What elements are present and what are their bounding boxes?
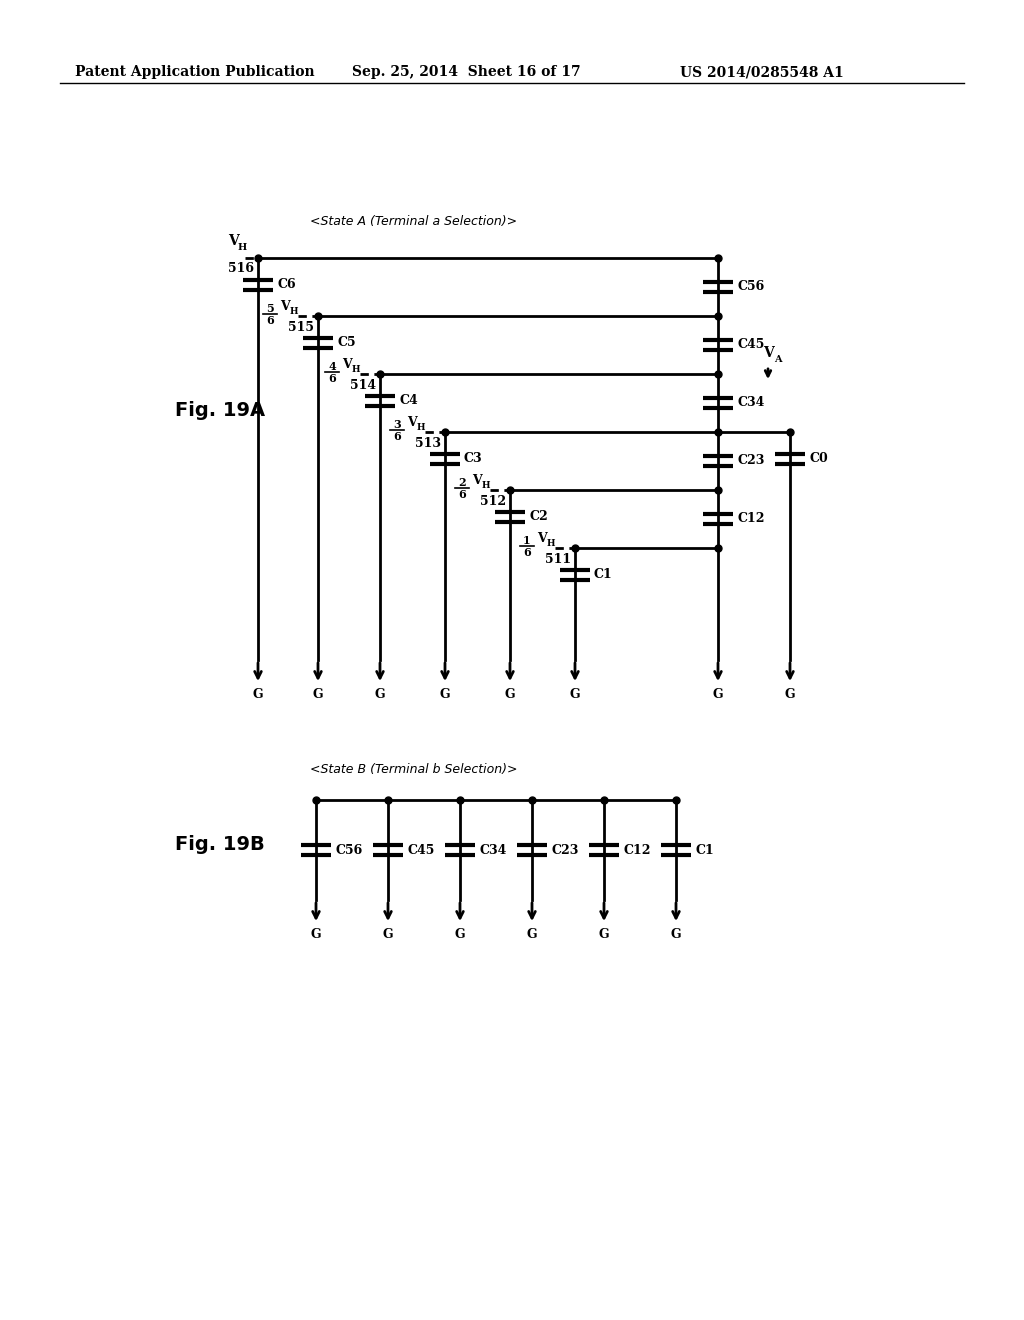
Text: C2: C2 (529, 511, 548, 524)
Text: Sep. 25, 2014  Sheet 16 of 17: Sep. 25, 2014 Sheet 16 of 17 (352, 65, 581, 79)
Text: G: G (713, 688, 723, 701)
Text: 6: 6 (266, 315, 273, 326)
Text: C4: C4 (399, 395, 418, 408)
Text: 511: 511 (545, 553, 571, 566)
Text: 5: 5 (266, 304, 273, 314)
Text: C23: C23 (737, 454, 764, 467)
Text: H: H (417, 422, 426, 432)
Text: C12: C12 (623, 843, 650, 857)
Text: <State B (Terminal b Selection)>: <State B (Terminal b Selection)> (310, 763, 517, 776)
Text: C12: C12 (737, 512, 765, 525)
Text: C1: C1 (594, 569, 612, 582)
Text: C45: C45 (407, 843, 434, 857)
Text: 2: 2 (458, 477, 466, 488)
Text: V: V (537, 532, 547, 545)
Text: 515: 515 (288, 321, 314, 334)
Text: <State A (Terminal a Selection)>: <State A (Terminal a Selection)> (310, 215, 517, 228)
Text: H: H (547, 539, 555, 548)
Text: 6: 6 (523, 546, 530, 558)
Text: C56: C56 (335, 843, 362, 857)
Text: Fig. 19A: Fig. 19A (175, 400, 265, 420)
Text: C23: C23 (551, 843, 579, 857)
Text: G: G (383, 928, 393, 941)
Text: V: V (472, 474, 481, 487)
Text: 6: 6 (393, 432, 400, 442)
Text: 516: 516 (228, 261, 254, 275)
Text: V: V (280, 300, 290, 313)
Text: G: G (375, 688, 385, 701)
Text: C56: C56 (737, 281, 764, 293)
Text: G: G (599, 928, 609, 941)
Text: 3: 3 (393, 418, 400, 430)
Text: Fig. 19B: Fig. 19B (175, 836, 265, 854)
Text: 1: 1 (523, 535, 530, 546)
Text: G: G (671, 928, 681, 941)
Text: G: G (505, 688, 515, 701)
Text: G: G (439, 688, 451, 701)
Text: G: G (784, 688, 796, 701)
Text: V: V (763, 346, 774, 360)
Text: V: V (407, 416, 417, 429)
Text: 6: 6 (458, 488, 466, 500)
Text: H: H (238, 243, 247, 252)
Text: G: G (310, 928, 322, 941)
Text: 4: 4 (328, 360, 336, 372)
Text: C34: C34 (737, 396, 764, 409)
Text: V: V (342, 358, 352, 371)
Text: H: H (482, 480, 490, 490)
Text: C0: C0 (809, 453, 827, 466)
Text: 513: 513 (415, 437, 441, 450)
Text: G: G (253, 688, 263, 701)
Text: 514: 514 (350, 379, 376, 392)
Text: V: V (228, 234, 239, 248)
Text: 6: 6 (328, 374, 336, 384)
Text: G: G (455, 928, 465, 941)
Text: G: G (569, 688, 581, 701)
Text: Patent Application Publication: Patent Application Publication (75, 65, 314, 79)
Text: US 2014/0285548 A1: US 2014/0285548 A1 (680, 65, 844, 79)
Text: H: H (290, 308, 299, 315)
Text: H: H (352, 366, 360, 374)
Text: C6: C6 (278, 279, 296, 292)
Text: G: G (312, 688, 324, 701)
Text: C34: C34 (479, 843, 507, 857)
Text: G: G (526, 928, 538, 941)
Text: C5: C5 (337, 337, 355, 350)
Text: C3: C3 (464, 453, 482, 466)
Text: C45: C45 (737, 338, 764, 351)
Text: 512: 512 (480, 495, 506, 508)
Text: A: A (774, 355, 781, 364)
Text: C1: C1 (695, 843, 714, 857)
